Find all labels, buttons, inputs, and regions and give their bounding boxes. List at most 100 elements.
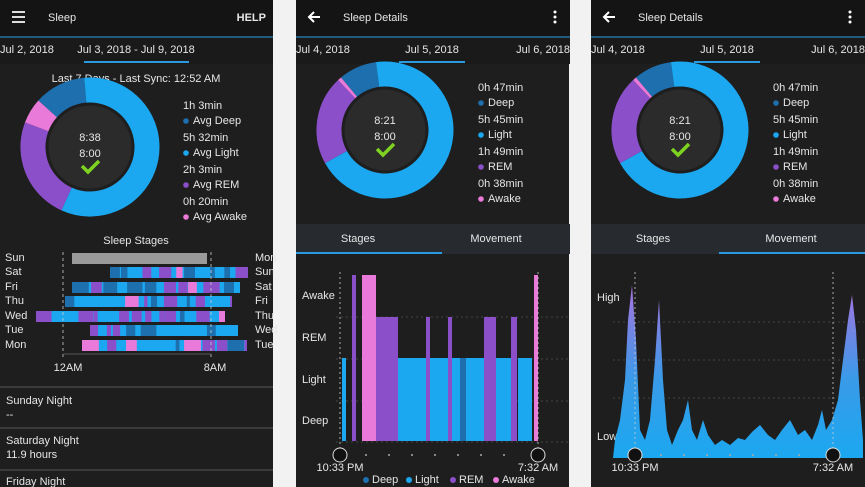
date-tab-active: Jul 3, 2018 - Jul 9, 2018	[77, 44, 194, 56]
date-tab-active: Jul 5, 2018	[700, 44, 754, 56]
legend-label: Awake	[783, 193, 816, 205]
stage-bar	[381, 317, 398, 441]
stage-segment	[230, 296, 232, 307]
day-label: Thu	[5, 295, 24, 307]
sleep-goal: 8:00	[669, 131, 690, 143]
legend-dot	[773, 100, 779, 106]
key-dot	[406, 477, 412, 483]
tick-dot	[660, 454, 662, 456]
tab-underline	[399, 61, 465, 63]
stage-bar	[484, 317, 496, 441]
stage-segment	[144, 296, 148, 307]
legend-value: 5h 32min	[183, 132, 228, 144]
legend-value: 0h 38min	[478, 178, 523, 190]
donut-center	[344, 89, 426, 171]
stage-segment	[178, 282, 188, 293]
stage-segment	[186, 296, 190, 307]
section-title: Sleep Stages	[103, 235, 169, 247]
stage-bar	[460, 358, 466, 441]
axis-label: 12AM	[54, 362, 83, 374]
legend-dot	[183, 150, 189, 156]
stage-bar	[376, 317, 381, 441]
sleep-icon	[627, 447, 643, 463]
key-label: Light	[415, 474, 439, 486]
tick-dot	[503, 454, 505, 456]
day-label: Fri	[255, 295, 268, 307]
stage-segment	[159, 267, 172, 278]
legend-value: 5h 45min	[773, 114, 818, 126]
donut-segment	[316, 61, 454, 199]
axis-label: 8AM	[204, 362, 227, 374]
date-bar	[591, 36, 865, 64]
movement-area	[613, 285, 863, 458]
stage-segment	[188, 282, 197, 293]
day-label: Tue	[5, 324, 24, 336]
stage-segment	[176, 267, 183, 278]
stage-bar	[90, 325, 238, 336]
time-label: 10:33 PM	[316, 462, 363, 474]
menu-icon	[12, 21, 25, 23]
date-tab: Jul 2, 2018	[0, 44, 54, 56]
stage-segment	[103, 282, 118, 293]
stage-segment	[195, 296, 205, 307]
night-detail: --	[6, 409, 14, 421]
stage-segment	[218, 311, 225, 322]
stage-segment	[224, 267, 231, 278]
stage-segment	[210, 267, 215, 278]
y-label: Light	[302, 374, 326, 386]
screen-title: Sleep Details	[638, 12, 703, 24]
legend-dot	[773, 132, 779, 138]
stage-segment	[126, 340, 137, 351]
legend-value: 1h 49min	[478, 146, 523, 158]
check-icon	[670, 142, 691, 158]
key-label: REM	[459, 474, 483, 486]
stage-segment	[90, 325, 99, 336]
panel-bg	[0, 0, 273, 487]
donut-segment	[611, 61, 749, 199]
legend-value: 0h 47min	[773, 82, 818, 94]
stage-segment	[145, 311, 152, 322]
overflow-icon	[848, 20, 852, 24]
legend-label: Deep	[783, 97, 809, 109]
total-sleep: 8:21	[669, 115, 690, 127]
tick-dot	[411, 454, 413, 456]
stage-segment	[127, 282, 143, 293]
sleep-goal: 8:00	[374, 131, 395, 143]
stage-segment	[121, 267, 128, 278]
legend-dot	[183, 118, 189, 124]
key-label: Awake	[502, 474, 535, 486]
day-label: Thu	[255, 310, 274, 322]
day-label: Mon	[5, 339, 26, 351]
legend-dot	[773, 196, 779, 202]
tick-dot	[683, 454, 685, 456]
time-label: 7:32 AM	[518, 462, 558, 474]
night-title: Sunday Night	[6, 395, 72, 407]
stage-segment	[65, 296, 75, 307]
overflow-icon	[553, 10, 557, 14]
screen-title: Sleep	[48, 12, 76, 24]
total-sleep: 8:38	[79, 132, 100, 144]
legend-dot	[773, 164, 779, 170]
stage-segment	[78, 311, 94, 322]
legend-dot	[478, 100, 484, 106]
donut-center	[48, 105, 132, 189]
date-bar	[0, 36, 273, 64]
stage-segment	[164, 311, 176, 322]
stage-segment	[184, 340, 201, 351]
y-label: REM	[302, 332, 326, 344]
tab-underline	[296, 252, 442, 254]
stage-bar	[342, 358, 346, 441]
stage-segment	[131, 311, 142, 322]
help-button: HELP	[237, 12, 266, 24]
stage-segment	[142, 267, 152, 278]
stage-segment	[180, 311, 185, 322]
y-label: High	[597, 292, 620, 304]
overflow-icon	[553, 20, 557, 24]
stage-segment	[163, 282, 177, 293]
tab-underline	[84, 61, 189, 63]
tick-dot	[752, 454, 754, 456]
overflow-icon	[848, 10, 852, 14]
legend-value: 1h 3min	[183, 100, 222, 112]
stage-bar	[518, 358, 532, 441]
